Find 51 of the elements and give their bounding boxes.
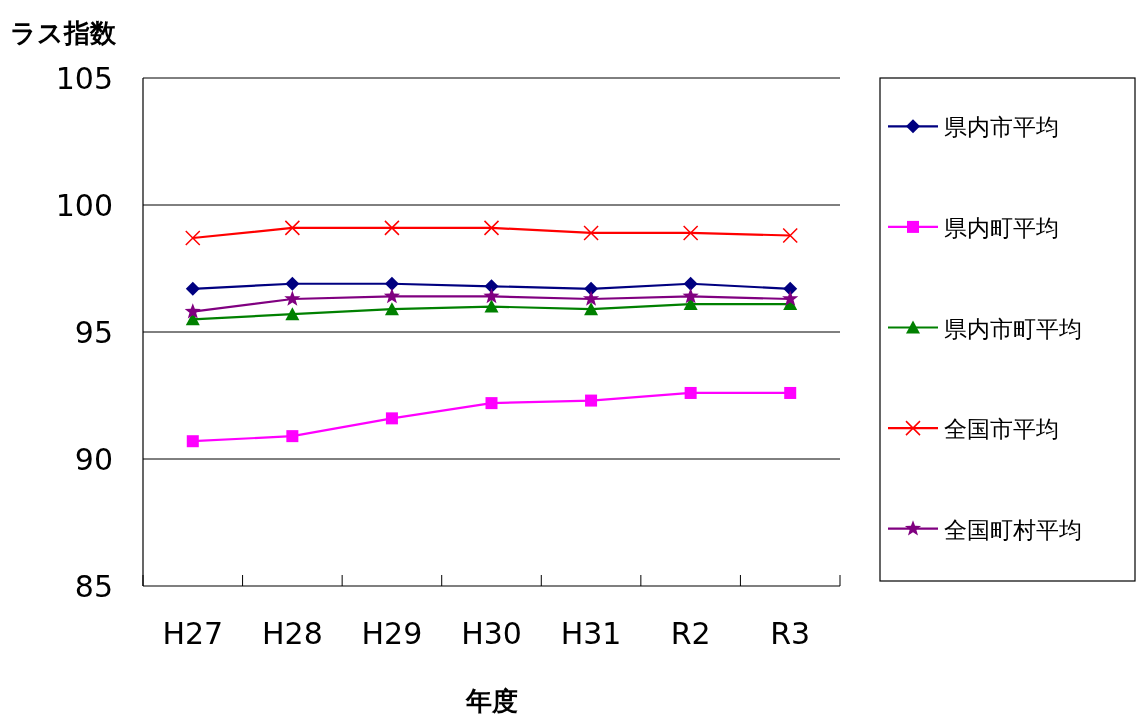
point	[782, 227, 798, 244]
point	[285, 307, 300, 321]
point	[784, 386, 797, 399]
point	[483, 220, 500, 236]
legend-label: 県内市町平均	[944, 315, 1082, 342]
point	[683, 276, 698, 291]
point	[384, 220, 400, 236]
point	[484, 299, 499, 313]
point	[682, 225, 699, 241]
point	[384, 276, 399, 291]
x-tick-label: R3	[770, 616, 811, 651]
x-tick-label: H30	[461, 616, 522, 651]
point	[584, 281, 599, 296]
point	[383, 287, 401, 304]
point	[585, 394, 598, 407]
point	[184, 303, 201, 319]
point	[286, 430, 299, 443]
y-axis-title: ラス指数	[10, 18, 117, 48]
x-tick-label: R2	[670, 616, 711, 651]
y-tick-label: 90	[74, 442, 113, 477]
point	[186, 435, 199, 448]
point	[384, 302, 399, 316]
x-axis-title: 年度	[464, 686, 518, 716]
x-tick-label: H28	[261, 616, 323, 651]
y-tick-label: 85	[74, 569, 113, 604]
y-tick-label: 95	[74, 315, 113, 350]
legend-label: 全国市平均	[944, 416, 1059, 443]
point	[485, 397, 498, 410]
x-tick-label: H29	[361, 616, 423, 651]
point	[284, 290, 301, 306]
point	[684, 386, 697, 399]
point	[484, 279, 499, 294]
point	[385, 412, 398, 425]
point	[682, 287, 699, 304]
legend-label: 県内市平均	[944, 114, 1059, 141]
x-tick-label: H27	[162, 616, 224, 651]
x-tick-label: H31	[560, 616, 622, 651]
point	[783, 281, 798, 296]
point	[582, 290, 600, 306]
legend-label: 全国町村平均	[944, 516, 1082, 543]
point	[583, 225, 599, 241]
point	[185, 281, 200, 296]
y-tick-label: 100	[55, 188, 113, 223]
point	[782, 290, 799, 306]
y-tick-label: 105	[55, 61, 113, 96]
point	[483, 287, 500, 304]
point	[284, 220, 301, 236]
point	[185, 230, 201, 246]
point	[584, 302, 599, 316]
point	[285, 276, 300, 291]
legend-label: 県内町平均	[944, 214, 1059, 241]
